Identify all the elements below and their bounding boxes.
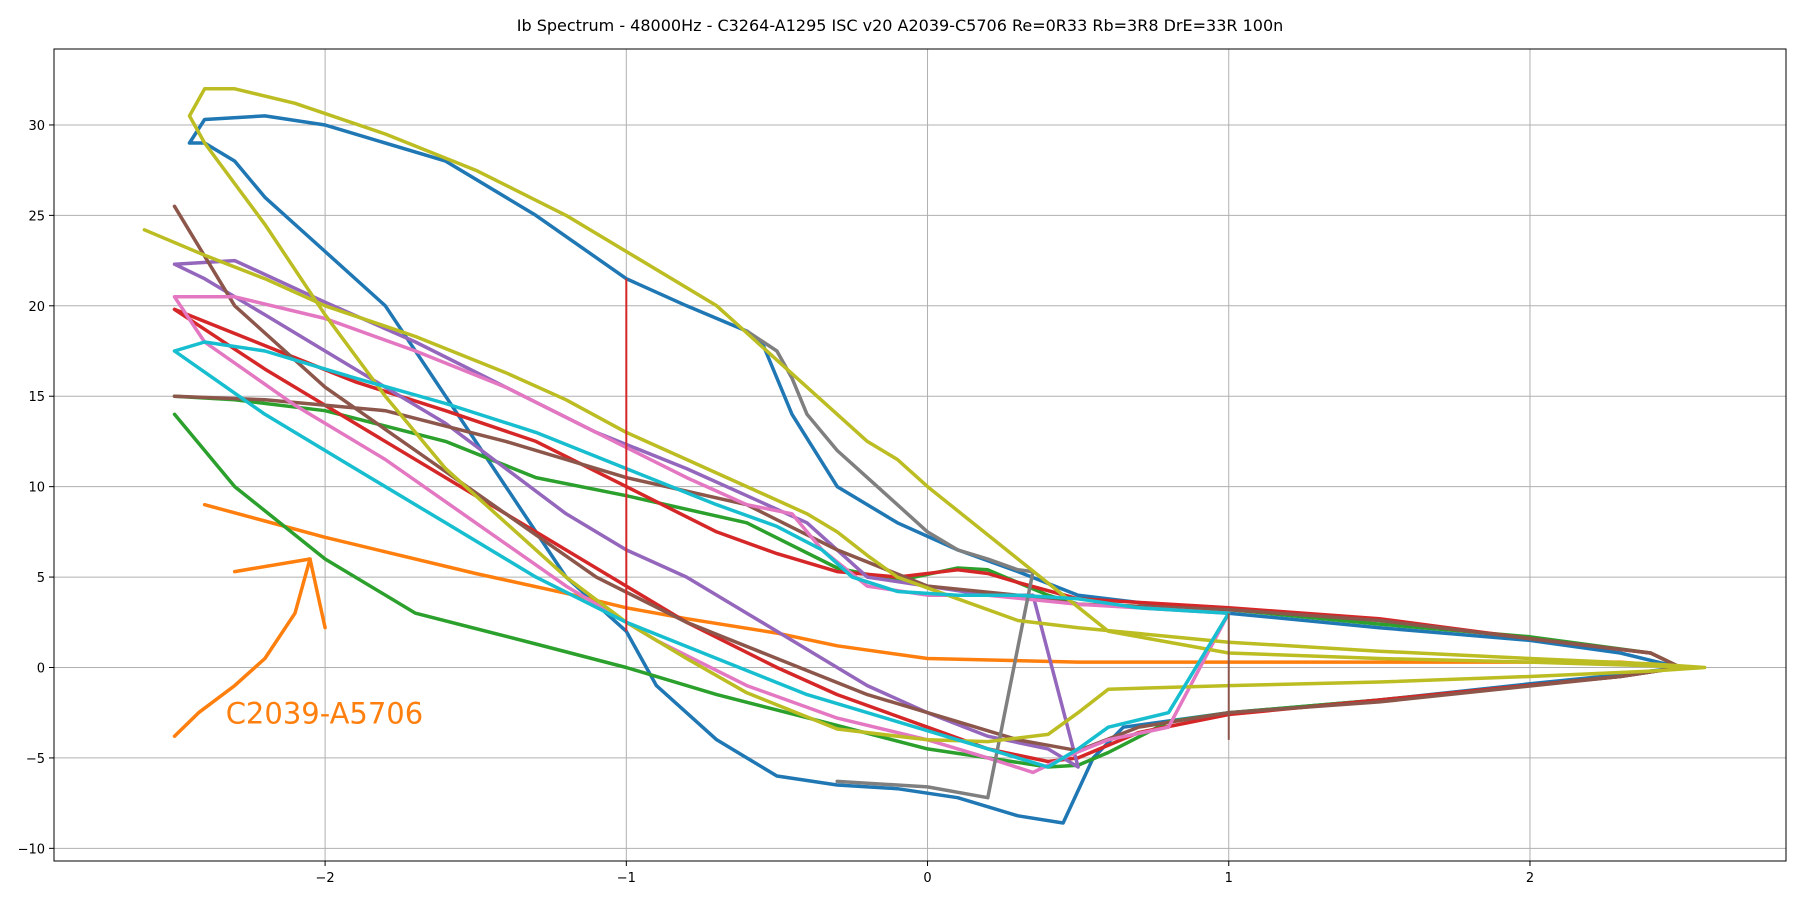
series-line-9	[172, 340, 1231, 769]
x-axis-ticks: −2 −1 0 1 2	[316, 861, 1534, 886]
series-line-8	[142, 87, 1707, 744]
y-tick-label: −5	[26, 752, 45, 767]
y-tick-label: 25	[28, 209, 45, 224]
annotation-arrow-shaft	[172, 557, 312, 738]
annotation-arrow-head	[232, 557, 327, 630]
x-tick-label: 2	[1526, 871, 1534, 886]
y-tick-label: 5	[37, 571, 45, 586]
grid-lines	[54, 49, 1786, 861]
x-tick-label: −2	[316, 871, 335, 886]
plot-area	[142, 87, 1707, 825]
plot-frame	[53, 48, 1787, 862]
x-tick-label: −1	[617, 871, 636, 886]
chart-title: Ib Spectrum - 48000Hz - C3264-A1295 ISC …	[517, 16, 1284, 35]
y-tick-label: 10	[28, 481, 45, 496]
y-tick-label: 30	[28, 119, 45, 134]
series-line-6	[172, 295, 1231, 775]
x-tick-label: 0	[923, 871, 931, 886]
y-tick-label: 0	[37, 661, 45, 676]
y-tick-label: −10	[18, 842, 45, 857]
y-tick-label: 20	[28, 300, 45, 315]
series-line-7	[745, 329, 1035, 800]
y-tick-label: 15	[28, 390, 45, 405]
x-tick-label: 1	[1225, 871, 1233, 886]
y-axis-ticks: −10 −5 0 5 10 15 20 25 30	[18, 119, 54, 857]
annotation-label: C2039-A5706	[226, 697, 424, 731]
